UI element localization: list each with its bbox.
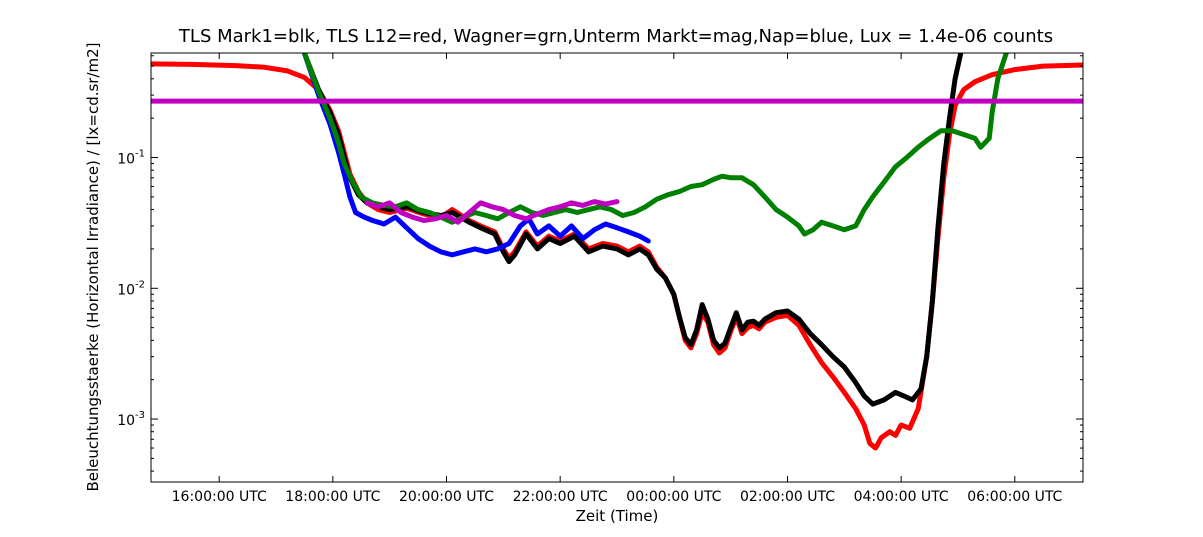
y-axis: 10-3 10-2 10-1: [117, 55, 1083, 472]
series-line-3: [301, 53, 1009, 237]
x-tick-label: 22:00:00 UTC: [513, 489, 608, 505]
x-tick-label: 00:00:00 UTC: [626, 489, 721, 505]
plot-frame: [150, 52, 1084, 483]
y-axis-label: Beleuchtungsstaerke (Horizontal Irradian…: [84, 42, 102, 491]
x-tick-label: 06:00:00 UTC: [967, 489, 1062, 505]
x-axis-label: Zeit (Time): [576, 507, 659, 525]
y-tick-label: 10-1: [117, 149, 145, 168]
series-line-1: [301, 53, 964, 407]
x-tick-label: 18:00:00 UTC: [285, 489, 380, 505]
series-layer: [151, 53, 1083, 451]
chart-title: TLS Mark1=blk, TLS L12=red, Wagner=grn,U…: [178, 26, 1053, 47]
series-line-0: [151, 61, 1083, 451]
y-tick-label: 10-3: [117, 410, 145, 429]
series-line-2: [301, 53, 651, 258]
x-axis: 16:00:00 UTC 18:00:00 UTC 20:00:00 UTC 22:0…: [172, 53, 1063, 505]
x-tick-label: 16:00:00 UTC: [172, 489, 267, 505]
x-tick-label: 04:00:00 UTC: [854, 489, 949, 505]
series-line-4: [364, 199, 620, 225]
y-tick-label: 10-2: [117, 279, 145, 298]
x-tick-label: 02:00:00 UTC: [740, 489, 835, 505]
x-tick-label: 20:00:00 UTC: [399, 489, 494, 505]
